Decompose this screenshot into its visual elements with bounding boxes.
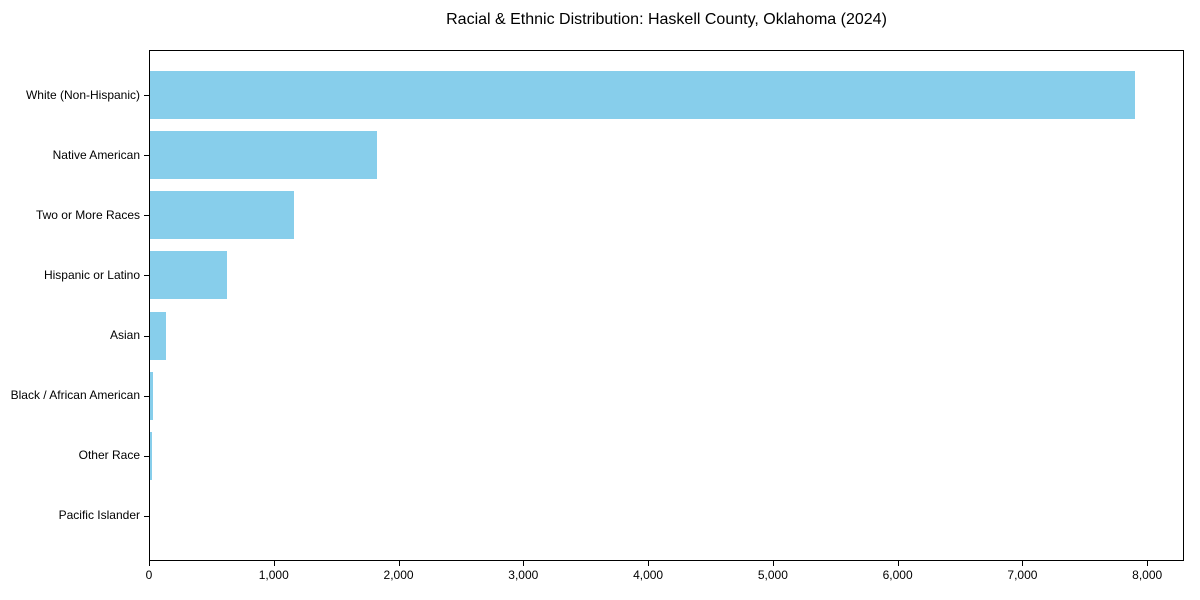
- x-tick-label: 8,000: [1132, 568, 1163, 582]
- y-tick-label: Native American: [52, 147, 140, 162]
- bar: [150, 71, 1135, 120]
- x-tick-label: 1,000: [258, 568, 289, 582]
- y-tick-label: Asian: [109, 328, 140, 343]
- tick-mark: [144, 515, 149, 517]
- bar: [150, 251, 227, 300]
- x-tick-label: 6,000: [882, 568, 913, 582]
- tick-mark: [648, 561, 650, 566]
- y-tick-label: Black / African American: [10, 388, 140, 403]
- x-tick-label: 0: [145, 568, 153, 582]
- tick-mark: [144, 215, 149, 217]
- chart-title: Racial & Ethnic Distribution: Haskell Co…: [446, 11, 887, 28]
- tick-mark: [897, 561, 899, 566]
- bar: [150, 131, 377, 180]
- tick-mark: [1022, 561, 1024, 566]
- tick-mark: [144, 95, 149, 97]
- tick-mark: [523, 561, 525, 566]
- bar: [150, 191, 295, 240]
- tick-mark: [149, 561, 150, 566]
- tick-mark: [1147, 561, 1149, 566]
- y-tick-label: Other Race: [78, 448, 140, 463]
- bar: [150, 371, 153, 420]
- tick-mark: [144, 455, 149, 457]
- tick-mark: [144, 155, 149, 157]
- y-tick-label: Two or More Races: [35, 207, 140, 222]
- tick-mark: [398, 561, 400, 566]
- tick-mark: [144, 275, 149, 277]
- y-tick-label: White (Non-Hispanic): [25, 87, 140, 102]
- x-tick-label: 2,000: [383, 568, 414, 582]
- tick-mark: [772, 561, 774, 566]
- y-tick-label: Pacific Islander: [58, 508, 140, 523]
- y-tick-label: Hispanic or Latino: [43, 267, 140, 282]
- x-tick-label: 3,000: [508, 568, 539, 582]
- plot-area: [149, 50, 1184, 561]
- x-tick-label: 5,000: [757, 568, 788, 582]
- tick-mark: [144, 335, 149, 337]
- bar: [150, 311, 166, 360]
- bar: [150, 431, 153, 480]
- x-tick-label: 4,000: [633, 568, 664, 582]
- x-tick-label: 7,000: [1007, 568, 1038, 582]
- tick-mark: [273, 561, 275, 566]
- tick-mark: [144, 395, 149, 397]
